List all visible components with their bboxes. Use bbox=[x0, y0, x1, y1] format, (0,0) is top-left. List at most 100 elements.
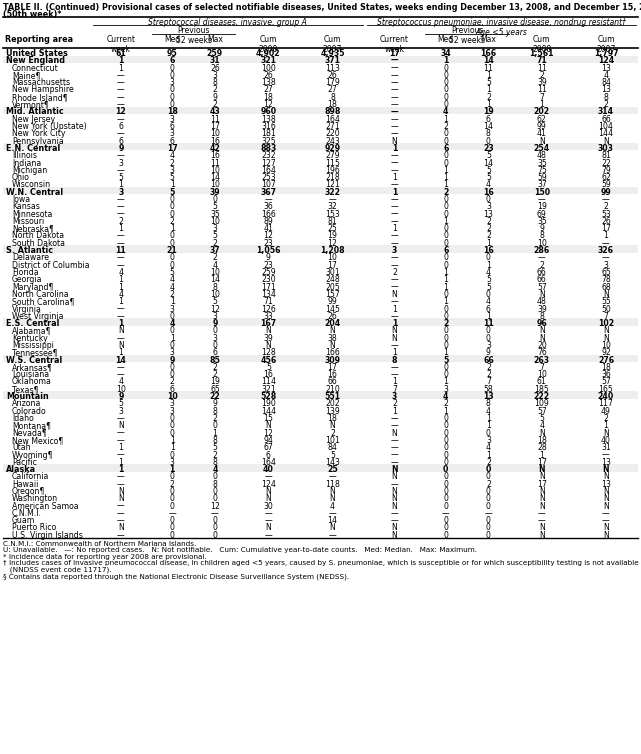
Text: —: — bbox=[117, 115, 125, 124]
Text: —: — bbox=[390, 100, 398, 109]
Text: 2: 2 bbox=[119, 217, 123, 226]
Text: Vermont¶: Vermont¶ bbox=[12, 100, 50, 109]
Text: 2: 2 bbox=[540, 71, 544, 80]
Text: Wisconsin: Wisconsin bbox=[12, 180, 51, 189]
Text: N: N bbox=[391, 465, 397, 474]
Text: 48: 48 bbox=[537, 297, 547, 306]
Text: 11: 11 bbox=[483, 319, 494, 328]
Text: 11: 11 bbox=[210, 158, 220, 167]
Text: 309: 309 bbox=[324, 356, 340, 365]
Text: N: N bbox=[265, 495, 271, 504]
Text: 4: 4 bbox=[486, 443, 491, 452]
Text: 8: 8 bbox=[486, 400, 491, 409]
Text: Arkansas¶: Arkansas¶ bbox=[12, 363, 53, 372]
Text: —: — bbox=[169, 509, 176, 518]
Text: 30: 30 bbox=[263, 501, 273, 510]
Text: 8: 8 bbox=[330, 93, 335, 102]
Text: New England: New England bbox=[6, 57, 65, 66]
Text: 128: 128 bbox=[261, 348, 276, 357]
Text: 8: 8 bbox=[486, 129, 491, 138]
Text: —: — bbox=[329, 509, 337, 518]
Text: 1: 1 bbox=[119, 180, 124, 189]
Text: 6: 6 bbox=[266, 450, 271, 459]
Text: Utah: Utah bbox=[12, 443, 31, 452]
Text: 28: 28 bbox=[537, 443, 547, 452]
Text: 0: 0 bbox=[170, 421, 174, 431]
Text: 0: 0 bbox=[444, 501, 448, 510]
Text: 2: 2 bbox=[170, 158, 174, 167]
Text: 1: 1 bbox=[212, 428, 217, 437]
Text: 883: 883 bbox=[260, 144, 276, 153]
Text: 0: 0 bbox=[444, 152, 448, 160]
Text: 66: 66 bbox=[483, 356, 494, 365]
Text: 0: 0 bbox=[170, 414, 174, 423]
Text: —: — bbox=[329, 195, 337, 204]
Text: N: N bbox=[265, 523, 271, 532]
Text: 0: 0 bbox=[444, 341, 448, 350]
Text: 1: 1 bbox=[392, 144, 397, 153]
Text: 1,056: 1,056 bbox=[256, 246, 281, 255]
Text: N: N bbox=[539, 501, 545, 510]
Text: —: — bbox=[117, 166, 125, 175]
Text: 21: 21 bbox=[167, 246, 178, 255]
Text: 259: 259 bbox=[207, 49, 223, 58]
Text: Mid. Atlantic: Mid. Atlantic bbox=[6, 107, 63, 116]
Text: 37: 37 bbox=[537, 180, 547, 189]
Text: 15: 15 bbox=[263, 414, 273, 423]
Text: 5: 5 bbox=[486, 275, 491, 284]
Text: 10: 10 bbox=[210, 180, 220, 189]
Text: 23: 23 bbox=[263, 261, 273, 270]
Text: 8: 8 bbox=[213, 480, 217, 489]
Text: 1: 1 bbox=[443, 275, 448, 284]
Text: 127: 127 bbox=[261, 158, 276, 167]
Text: 0: 0 bbox=[486, 465, 491, 474]
Text: 0: 0 bbox=[444, 436, 448, 445]
Text: —: — bbox=[329, 531, 337, 540]
Text: 4: 4 bbox=[486, 180, 491, 189]
Text: 18: 18 bbox=[601, 363, 611, 372]
Text: West Virginia: West Virginia bbox=[12, 312, 63, 320]
Text: 9: 9 bbox=[118, 392, 124, 401]
Text: 78: 78 bbox=[601, 275, 611, 284]
Text: 179: 179 bbox=[325, 78, 340, 87]
Text: 1: 1 bbox=[486, 450, 491, 459]
Text: —: — bbox=[602, 450, 610, 459]
Text: 1: 1 bbox=[486, 100, 491, 109]
Text: 61: 61 bbox=[115, 49, 126, 58]
Text: 0: 0 bbox=[444, 480, 448, 489]
Text: 57: 57 bbox=[601, 378, 611, 387]
Text: 13: 13 bbox=[601, 85, 611, 94]
Text: 1: 1 bbox=[443, 283, 448, 292]
Text: 0: 0 bbox=[444, 63, 448, 72]
Text: 12: 12 bbox=[263, 428, 273, 437]
Text: 117: 117 bbox=[599, 400, 613, 409]
Text: 14: 14 bbox=[483, 158, 494, 167]
Text: 303: 303 bbox=[598, 144, 614, 153]
Text: 144: 144 bbox=[599, 129, 613, 138]
Text: 1: 1 bbox=[118, 319, 124, 328]
Text: 65: 65 bbox=[210, 385, 220, 394]
Text: 3: 3 bbox=[119, 158, 123, 167]
Text: 2: 2 bbox=[330, 428, 335, 437]
Text: Nevada¶: Nevada¶ bbox=[12, 428, 47, 437]
Text: 2: 2 bbox=[604, 202, 608, 211]
Text: 4: 4 bbox=[539, 421, 544, 431]
Text: 66: 66 bbox=[537, 268, 547, 277]
Text: 3: 3 bbox=[170, 129, 174, 138]
Text: —: — bbox=[117, 428, 125, 437]
Text: 0: 0 bbox=[170, 531, 174, 540]
Text: TABLE II. (Continued) Provisional cases of selected notifiable diseases, United : TABLE II. (Continued) Provisional cases … bbox=[3, 3, 641, 12]
Text: 35: 35 bbox=[210, 210, 220, 219]
Text: 202: 202 bbox=[534, 107, 550, 116]
Text: 0: 0 bbox=[170, 253, 174, 262]
Text: 5: 5 bbox=[169, 188, 175, 197]
Text: 68: 68 bbox=[601, 283, 611, 292]
Text: 3: 3 bbox=[392, 392, 397, 401]
Text: 322: 322 bbox=[324, 188, 340, 197]
Text: N: N bbox=[603, 487, 609, 496]
Text: 19: 19 bbox=[210, 378, 220, 387]
Text: 7: 7 bbox=[604, 312, 608, 320]
Text: —: — bbox=[390, 122, 398, 131]
Text: 0: 0 bbox=[486, 501, 491, 510]
Text: 171: 171 bbox=[261, 283, 276, 292]
